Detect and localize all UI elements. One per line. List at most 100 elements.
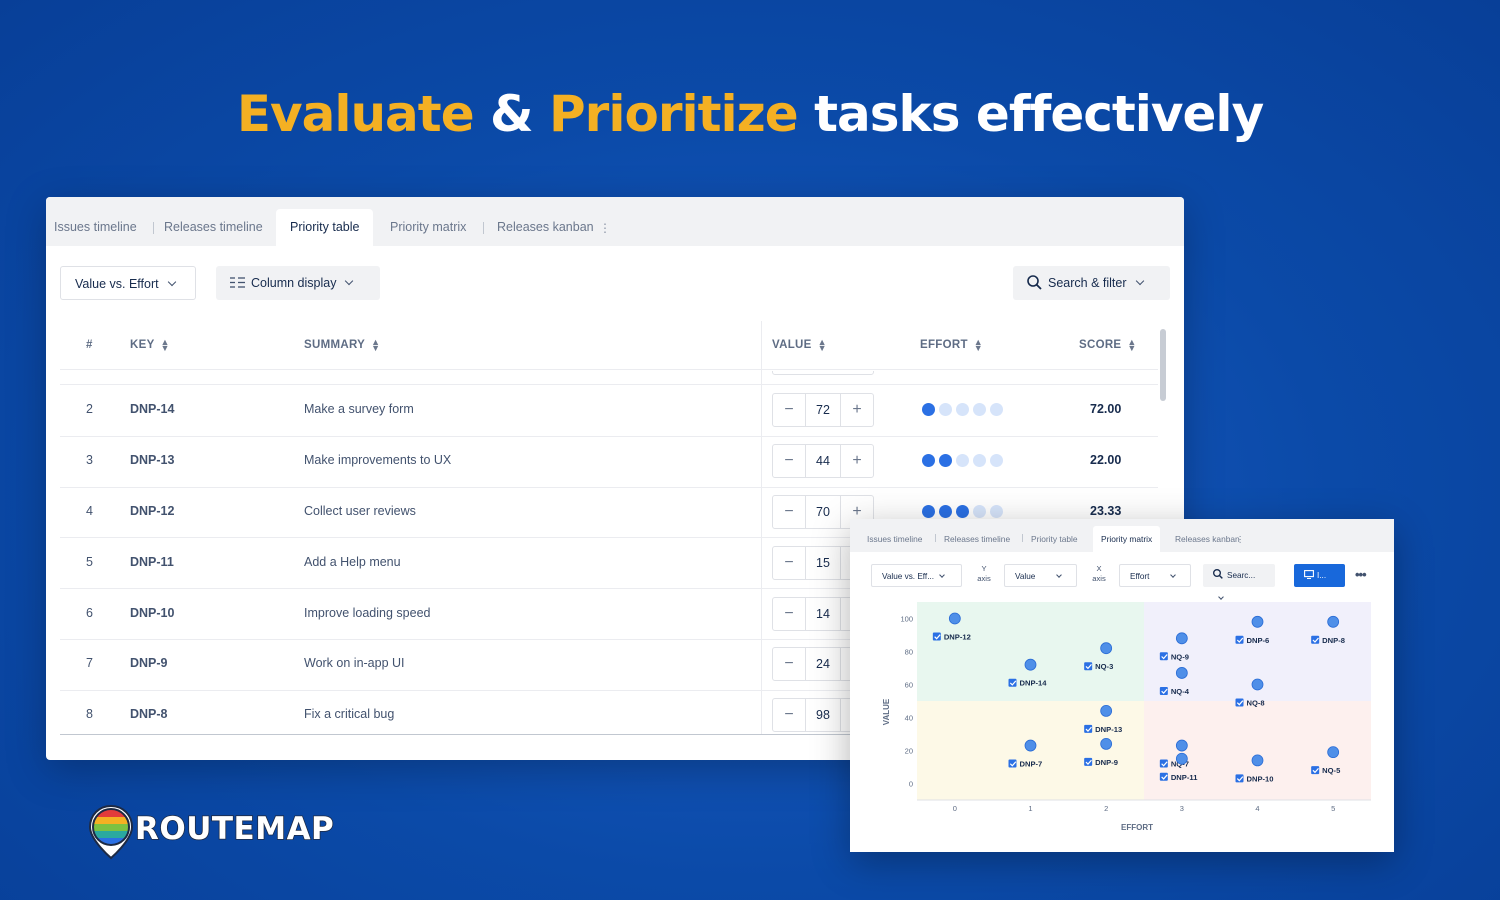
check-mark bbox=[1161, 688, 1168, 695]
y-axis-select[interactable]: Value bbox=[1004, 564, 1077, 587]
matrix-tab-releases-kanban[interactable]: Releases kanban bbox=[1175, 534, 1240, 544]
decrement-button[interactable]: − bbox=[773, 699, 806, 732]
matrix-tab-releases-timeline[interactable]: Releases timeline bbox=[944, 534, 1011, 544]
tab-bar: Issues timeline Releases timeline Priori… bbox=[46, 197, 1184, 246]
point-label: NQ-9 bbox=[1171, 652, 1189, 661]
effort-dot[interactable] bbox=[990, 505, 1003, 518]
tab-priority-matrix[interactable]: Priority matrix bbox=[390, 220, 467, 234]
value-input[interactable]: 98 bbox=[816, 708, 830, 723]
decrement-button[interactable]: − bbox=[773, 546, 806, 579]
decrement-button[interactable]: − bbox=[773, 648, 806, 681]
header-value[interactable]: VALUE ▲ ▼ bbox=[772, 338, 827, 353]
tab-separator bbox=[153, 222, 154, 234]
scrollbar-thumb[interactable] bbox=[1160, 329, 1166, 401]
header-value-label: VALUE bbox=[772, 339, 812, 352]
value-input[interactable]: 44 bbox=[816, 454, 830, 469]
tab-issues-timeline[interactable]: Issues timeline bbox=[54, 220, 137, 234]
effort-dot[interactable] bbox=[973, 505, 986, 518]
tab-releases-kanban[interactable]: Releases kanban bbox=[497, 220, 594, 234]
check-mark bbox=[1236, 700, 1244, 706]
effort-dot[interactable] bbox=[922, 454, 935, 468]
point-label: NQ-5 bbox=[1322, 766, 1341, 775]
decrement-button[interactable]: − bbox=[773, 445, 806, 478]
search-filter-button[interactable]: Search & filter bbox=[1013, 266, 1170, 300]
header-summary[interactable]: SUMMARY ▲ ▼ bbox=[304, 338, 380, 353]
value-input[interactable]: 15 bbox=[816, 555, 830, 570]
tabs-more-icon[interactable]: ⋮ bbox=[1236, 534, 1245, 544]
effort-dot[interactable] bbox=[956, 403, 969, 417]
scatter-point: DNP-10 bbox=[1235, 754, 1274, 783]
matrix-tab-issues-timeline[interactable]: Issues timeline bbox=[867, 534, 923, 544]
value-input[interactable]: 14 bbox=[816, 606, 830, 621]
point-label: NQ-7 bbox=[1171, 760, 1189, 769]
tab-priority-table[interactable]: Priority table bbox=[276, 209, 374, 246]
matrix-primary-button[interactable]: I... bbox=[1294, 564, 1345, 587]
tab-releases-timeline[interactable]: Releases timeline bbox=[164, 220, 263, 234]
point-label: DNP-8 bbox=[1322, 636, 1345, 645]
matrix-search-button[interactable]: Searc... bbox=[1203, 564, 1275, 600]
value-input[interactable]: 24 bbox=[816, 657, 830, 672]
row-divider bbox=[60, 435, 1158, 437]
matrix-view-select[interactable]: Value vs. Eff... bbox=[871, 564, 962, 587]
x-tick-label: 4 bbox=[1255, 804, 1259, 813]
x-axis-title: EFFORT bbox=[1121, 823, 1153, 832]
headline-prioritize: Prioritize bbox=[549, 85, 799, 143]
value-input[interactable]: 70 bbox=[816, 505, 830, 519]
issue-key: DNP-8 bbox=[130, 707, 168, 722]
issue-key: DNP-9 bbox=[130, 656, 168, 671]
score-value: 23.33 bbox=[1090, 504, 1122, 518]
decrement-button[interactable]: − bbox=[773, 496, 806, 528]
more-options-icon[interactable]: ••• bbox=[1355, 567, 1367, 582]
effort-dot[interactable] bbox=[956, 454, 969, 468]
matrix-tab-priority-matrix[interactable]: Priority matrix bbox=[1093, 526, 1161, 552]
routemap-logo: ROUTEMAP bbox=[88, 804, 348, 864]
increment-button[interactable]: + bbox=[840, 394, 873, 427]
chevron-down-icon bbox=[345, 276, 354, 286]
effort-rating[interactable] bbox=[922, 505, 1007, 519]
headline-ampersand: & bbox=[473, 85, 550, 143]
matrix-tab-priority-table[interactable]: Priority table bbox=[1031, 534, 1078, 544]
effort-dot[interactable] bbox=[939, 454, 952, 468]
decrement-button[interactable]: − bbox=[773, 394, 806, 427]
point-label: DNP-14 bbox=[1020, 679, 1048, 688]
decrement-button[interactable]: − bbox=[773, 597, 806, 630]
header-score-label: SCORE bbox=[1079, 339, 1122, 352]
effort-dot[interactable] bbox=[973, 403, 986, 417]
quadrant-low-value-low-effort bbox=[917, 701, 1144, 800]
tabs-more-icon[interactable]: ⋮ bbox=[599, 221, 611, 235]
routemap-wordmark: ROUTEMAP bbox=[134, 810, 335, 848]
score-value: 72.00 bbox=[1090, 402, 1122, 417]
scatter-point: NQ-3 bbox=[1084, 642, 1113, 671]
x-axis-select[interactable]: Effort bbox=[1119, 564, 1191, 587]
y-tick-label: 0 bbox=[909, 780, 913, 789]
scatter-point: DNP-7 bbox=[1008, 739, 1042, 769]
check-mark bbox=[1009, 761, 1017, 767]
chevron-down-icon bbox=[1135, 276, 1144, 286]
column-display-button[interactable]: Column display bbox=[216, 266, 380, 300]
header-score[interactable]: SCORE ▲ ▼ bbox=[1079, 338, 1137, 353]
checkbox-icon bbox=[1084, 724, 1093, 733]
check-mark bbox=[1085, 726, 1092, 732]
point-marker bbox=[1327, 746, 1340, 759]
effort-dot[interactable] bbox=[922, 403, 935, 417]
effort-rating[interactable] bbox=[922, 403, 1007, 417]
effort-dot[interactable] bbox=[990, 403, 1003, 417]
value-input[interactable]: 72 bbox=[816, 403, 830, 418]
header-key[interactable]: KEY ▲ ▼ bbox=[130, 338, 170, 353]
effort-dot[interactable] bbox=[990, 454, 1003, 468]
effort-dot[interactable] bbox=[956, 505, 969, 518]
effort-rating[interactable] bbox=[922, 454, 1007, 468]
increment-button[interactable]: + bbox=[840, 445, 873, 478]
effort-dot[interactable] bbox=[922, 505, 935, 518]
search-icon bbox=[1027, 275, 1042, 290]
point-marker bbox=[1175, 739, 1188, 752]
check-mark bbox=[1161, 654, 1168, 660]
header-effort[interactable]: EFFORT ▲ ▼ bbox=[920, 338, 983, 353]
effort-dot[interactable] bbox=[939, 403, 952, 417]
checkbox-icon bbox=[932, 632, 941, 641]
view-select[interactable]: Value vs. Effort bbox=[60, 266, 196, 300]
effort-dot[interactable] bbox=[939, 505, 952, 518]
checkbox-icon bbox=[1159, 759, 1168, 768]
point-marker bbox=[1024, 739, 1037, 752]
effort-dot[interactable] bbox=[973, 454, 986, 468]
